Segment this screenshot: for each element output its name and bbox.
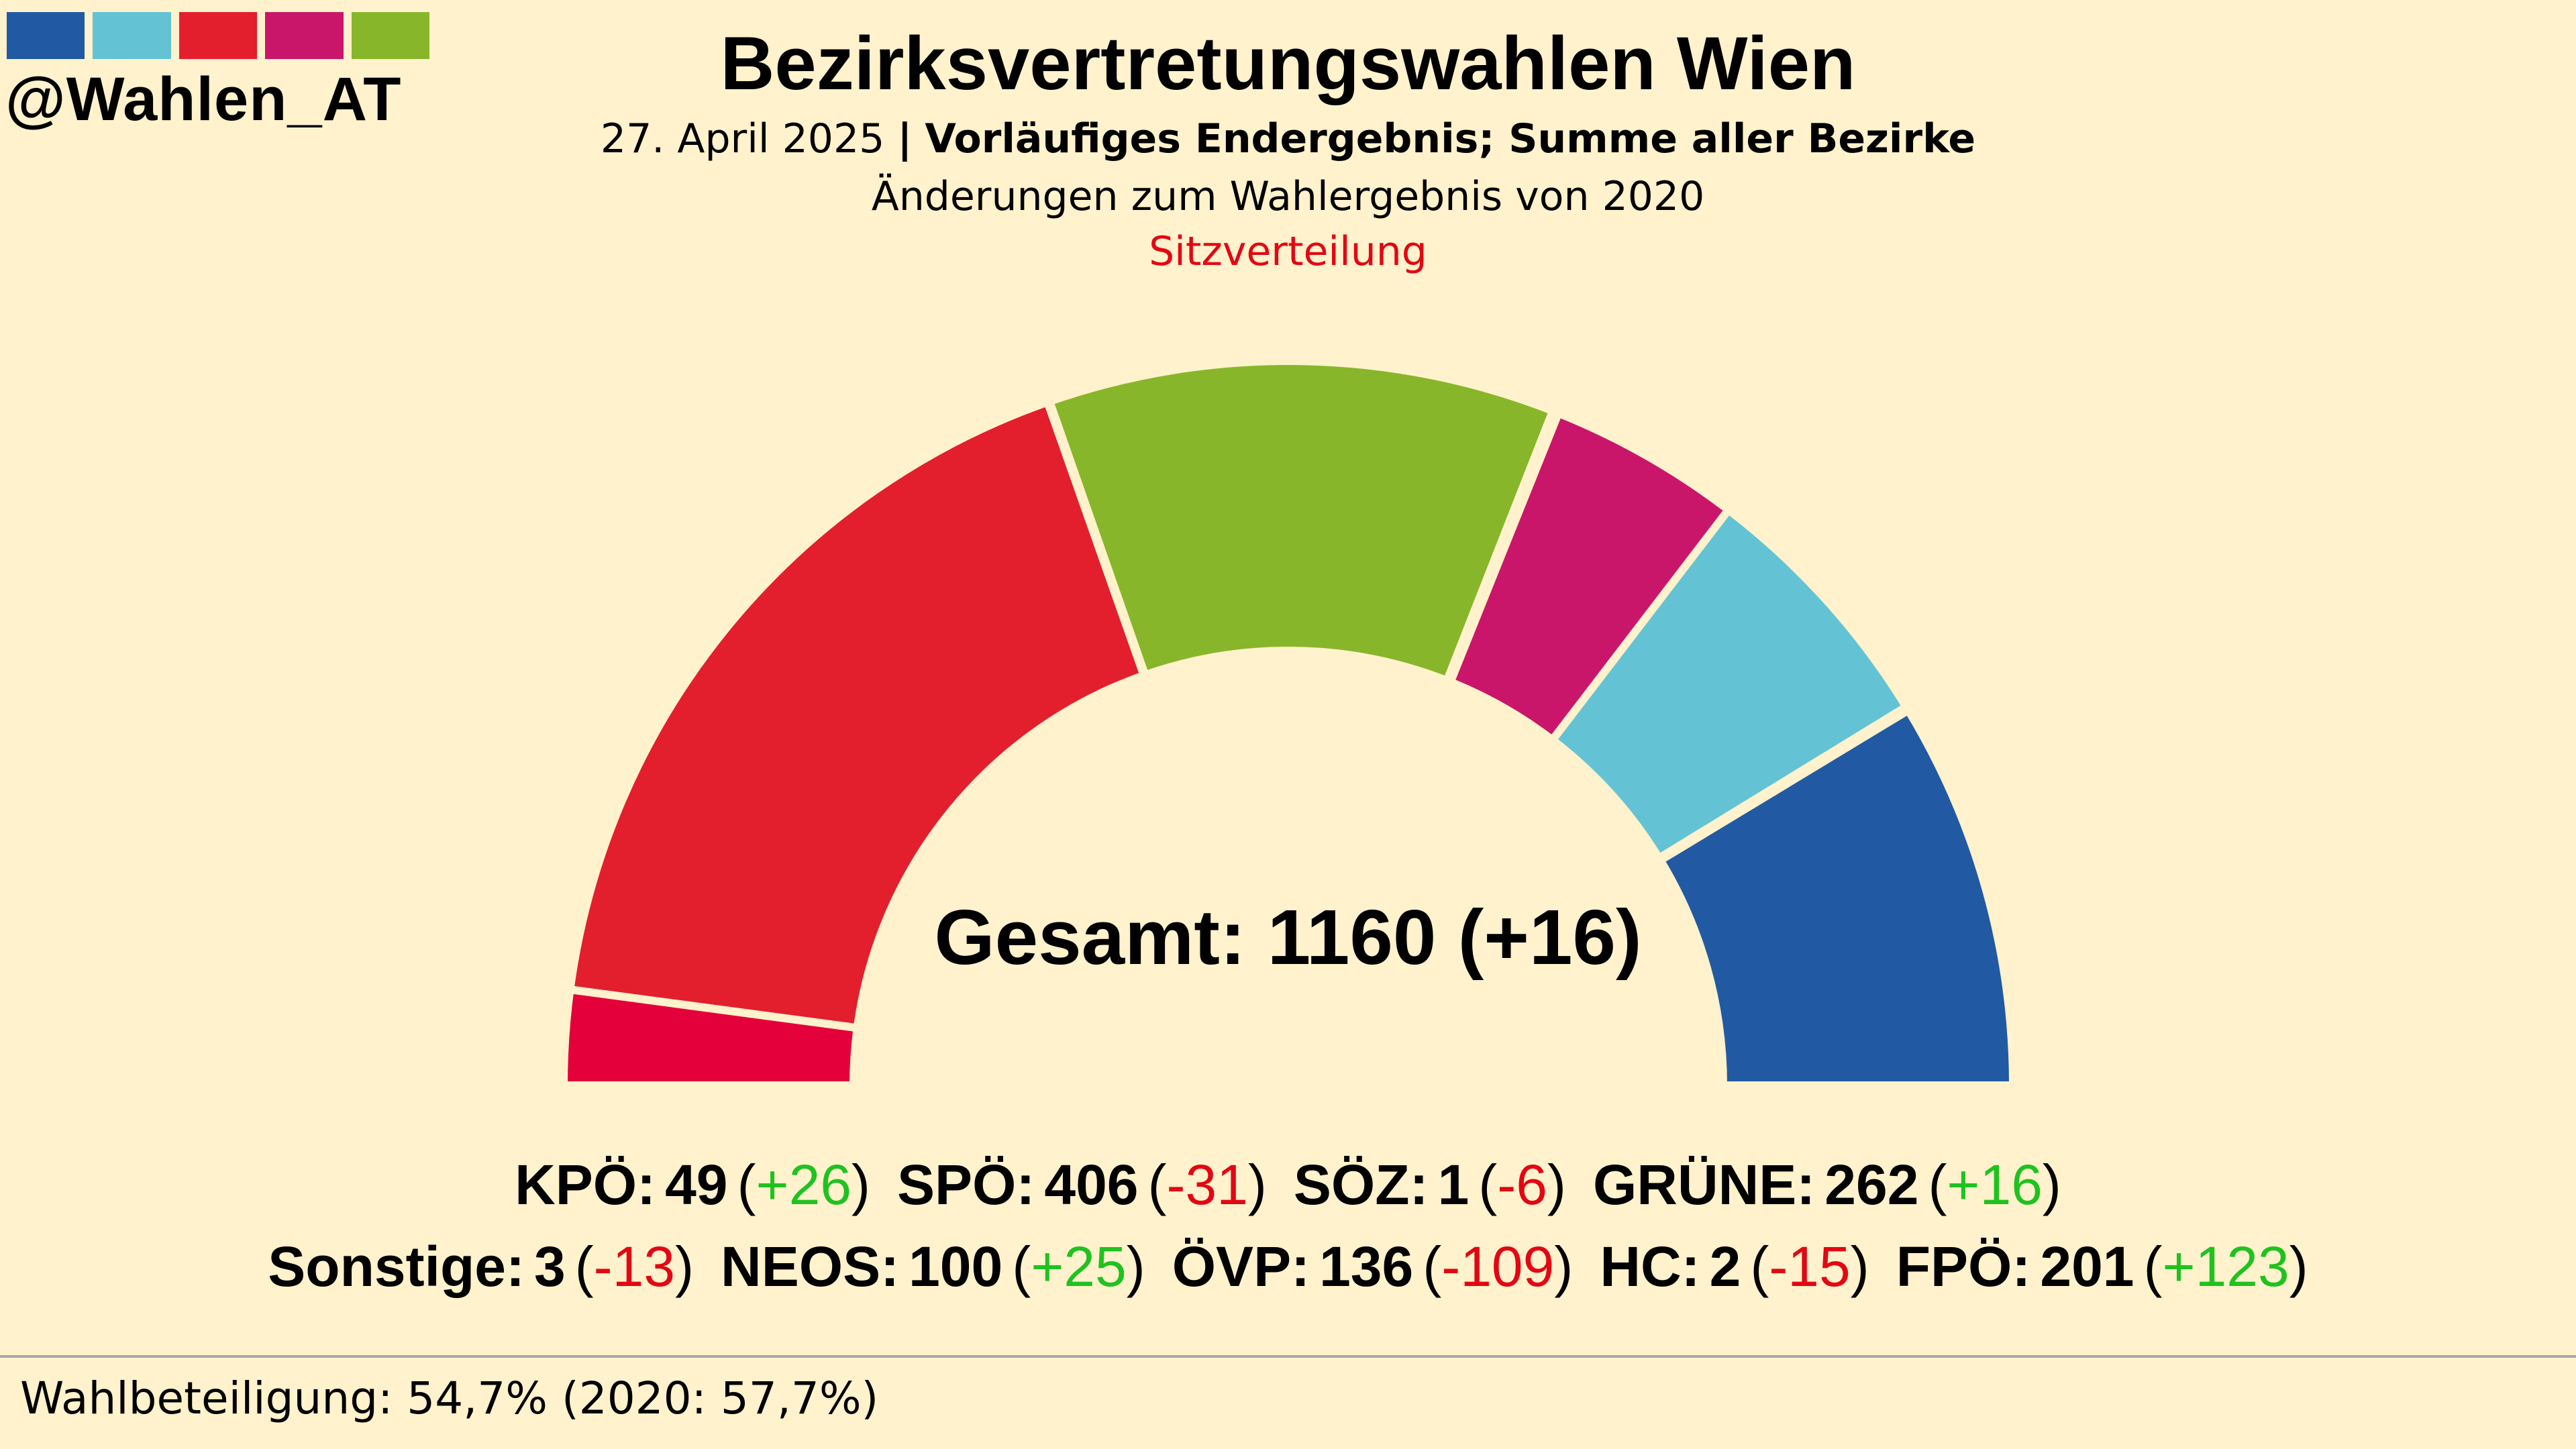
seat-change-value: -6: [1497, 1153, 1547, 1216]
legend-seat-count: 201: [2040, 1235, 2134, 1298]
paren-open: (: [1423, 1235, 1442, 1298]
paren-open: (: [2143, 1235, 2163, 1298]
legend-entry: FPÖ: 201 (+123): [1896, 1234, 2308, 1299]
paren-close: ): [852, 1153, 870, 1216]
legend-party-name: ÖVP:: [1172, 1235, 1310, 1298]
hemicycle-slice-8: [1655, 704, 2018, 1089]
legend-entry: SÖZ: 1 (-6): [1294, 1152, 1566, 1218]
legend-party-name: GRÜNE:: [1592, 1153, 1816, 1216]
paren-open: (: [1478, 1153, 1498, 1216]
legend-seat-count: 100: [909, 1235, 1003, 1298]
logo-color-bar: [7, 12, 430, 59]
legend-seat-count: 406: [1044, 1153, 1139, 1216]
legend-party-name: NEOS:: [721, 1235, 900, 1298]
legend-party-name: SÖZ:: [1293, 1153, 1429, 1216]
legend-entry: NEOS: 100 (+25): [721, 1234, 1145, 1299]
chart-type-label: Sitzverteilung: [1149, 228, 1427, 275]
seat-change-value: -109: [1441, 1235, 1555, 1298]
paren-close: ): [2289, 1235, 2308, 1298]
seat-change-value: +25: [1031, 1235, 1127, 1298]
legend-seat-change: (+123): [2144, 1234, 2308, 1299]
legend-party-name: FPÖ:: [1896, 1235, 2031, 1298]
paren-close: ): [1850, 1235, 1869, 1298]
election-date: 27. April 2025: [600, 115, 885, 162]
chart-subtitle: 27. April 2025 | Vorläufiges Endergebnis…: [0, 115, 2576, 162]
chart-title: Bezirksvertretungswahlen Wien: [720, 21, 1856, 105]
paren-open: (: [737, 1153, 756, 1216]
seat-change-value: -13: [593, 1235, 676, 1298]
seat-change-value: +123: [2162, 1235, 2289, 1298]
legend-entry: Sonstige: 3 (-13): [268, 1234, 694, 1299]
paren-close: ): [1247, 1153, 1267, 1216]
turnout-text: Wahlbeteiligung: 54,7% (2020: 57,7%): [20, 1373, 879, 1424]
legend-seat-count: 136: [1319, 1235, 1414, 1298]
legend-row-2: Sonstige: 3 (-13) NEOS: 100 (+25) ÖVP: 136 (-109…: [0, 1234, 2576, 1299]
legend-party-name: HC:: [1600, 1235, 1700, 1298]
hemicycle-slice-1: [565, 396, 1149, 1033]
brand-logo: [7, 12, 430, 133]
paren-open: (: [574, 1235, 594, 1298]
paren-close: ): [2042, 1153, 2061, 1216]
seat-change-value: -31: [1166, 1153, 1248, 1216]
legend-seat-count: 1: [1437, 1153, 1470, 1216]
hemicycle-slice-3: [1044, 357, 1559, 686]
legend-seat-count: 262: [1824, 1153, 1919, 1216]
legend-entry: HC: 2 (-15): [1600, 1234, 1869, 1299]
legend-party-name: KPÖ:: [515, 1153, 656, 1216]
seat-change-value: +16: [1947, 1153, 2043, 1216]
logo-swatch: [178, 12, 258, 59]
logo-swatch: [93, 12, 171, 59]
logo-swatch: [351, 12, 430, 59]
paren-open: (: [1147, 1153, 1167, 1216]
legend-seat-count: 2: [1709, 1235, 1741, 1298]
legend-party-name: SPÖ:: [897, 1153, 1035, 1216]
paren-close: ): [675, 1235, 694, 1298]
legend-seat-change: (+25): [1012, 1234, 1145, 1299]
legend-seat-change: (-15): [1750, 1234, 1869, 1299]
legend-seat-count: 3: [533, 1235, 566, 1298]
legend-seat-change: (-6): [1478, 1152, 1566, 1218]
paren-close: ): [1554, 1235, 1574, 1298]
result-status: Vorläufiges Endergebnis; Summe aller Bez…: [925, 115, 1976, 162]
legend-entry: KPÖ: 49 (+26): [515, 1152, 870, 1218]
legend-entry: GRÜNE: 262 (+16): [1593, 1152, 2061, 1218]
brand-handle: @Wahlen_AT: [5, 65, 402, 133]
paren-open: (: [1750, 1235, 1769, 1298]
paren-close: ): [1547, 1153, 1566, 1216]
changes-note: Änderungen zum Wahlergebnis von 2020: [871, 173, 1705, 220]
legend-seat-change: (+16): [1928, 1152, 2061, 1218]
legend-row-1: KPÖ: 49 (+26) SPÖ: 406 (-31) SÖZ: 1 (-6) GRÜNE: 26…: [0, 1152, 2576, 1218]
logo-swatch: [265, 12, 344, 59]
legend-seat-change: (-13): [575, 1234, 694, 1299]
paren-close: ): [1126, 1235, 1145, 1298]
legend-party-name: Sonstige:: [268, 1235, 525, 1298]
footer-divider: [0, 1355, 2576, 1358]
legend-seat-change: (+26): [737, 1152, 870, 1218]
paren-open: (: [1012, 1235, 1031, 1298]
legend-seat-change: (-109): [1423, 1234, 1573, 1299]
legend-entry: ÖVP: 136 (-109): [1172, 1234, 1574, 1299]
paren-open: (: [1928, 1153, 1947, 1216]
subtitle-separator: |: [897, 115, 913, 162]
legend-entry: SPÖ: 406 (-31): [897, 1152, 1267, 1218]
legend-seat-change: (-31): [1148, 1152, 1267, 1218]
seat-change-value: +26: [756, 1153, 852, 1216]
total-seats-label: Gesamt: 1160 (+16): [934, 894, 1642, 981]
legend-seat-count: 49: [665, 1153, 728, 1216]
logo-swatch: [7, 12, 85, 59]
seat-change-value: -15: [1769, 1235, 1851, 1298]
